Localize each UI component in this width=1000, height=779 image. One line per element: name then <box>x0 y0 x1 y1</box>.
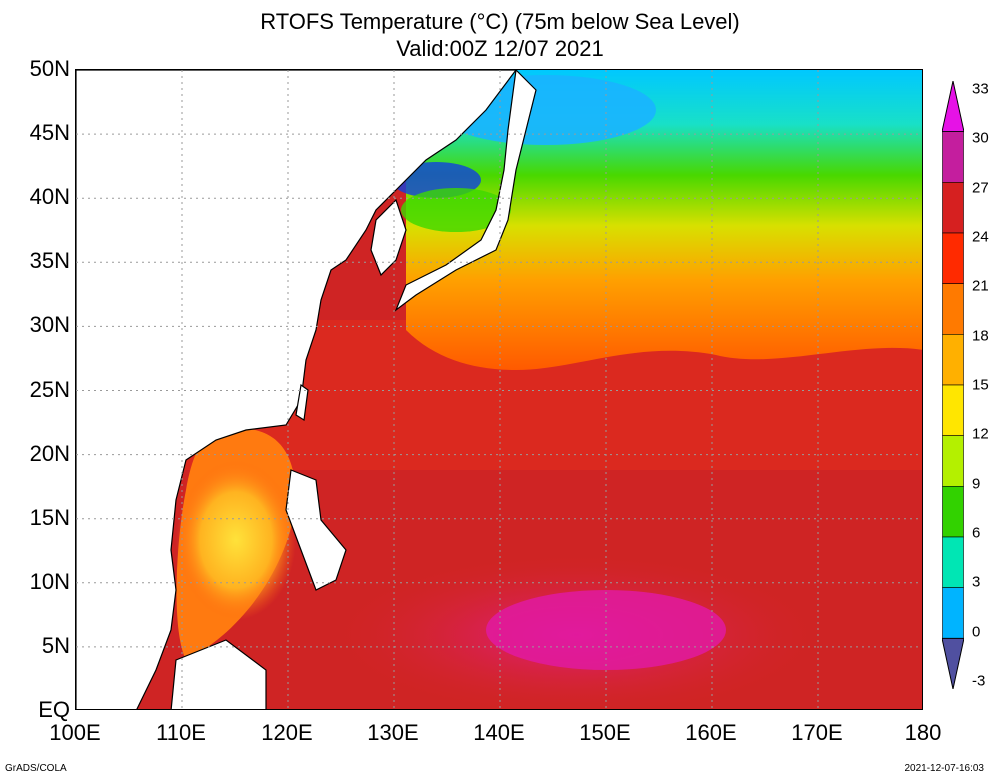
map-panel <box>75 69 923 710</box>
land-philippines <box>285 469 347 591</box>
colorbar-swatch <box>942 384 964 436</box>
colorbar-swatch <box>942 131 964 183</box>
colorbar-swatch <box>942 435 964 487</box>
land-taiwan <box>295 383 309 422</box>
lat-tick-label: 30N <box>29 312 70 338</box>
chart-subtitle: Valid:00Z 12/07 2021 <box>396 36 604 61</box>
footer-credit: GrADS/COLA <box>5 763 67 774</box>
lat-tick-label: 25N <box>29 376 70 402</box>
south-china-sea-core <box>176 460 296 620</box>
lat-tick-label: EQ <box>38 697 70 722</box>
grid-lines <box>76 70 922 709</box>
lon-tick-label: 180 <box>904 720 942 745</box>
colorbar-tick-label: 6 <box>972 524 981 542</box>
colorbar-tick-label: 27 <box>972 179 989 197</box>
lon-tick-label: 110E <box>156 720 206 745</box>
colorbar-top-arrow <box>942 81 964 133</box>
land-asia <box>76 70 517 709</box>
lat-tick-label: 35N <box>29 248 70 274</box>
colorbar-swatch <box>942 587 964 639</box>
colorbar-tick-label: 21 <box>972 277 989 295</box>
colorbar-tick-label: 15 <box>972 376 989 394</box>
colorbar-tick-label: 12 <box>972 425 989 443</box>
lat-tick-label: 10N <box>29 568 70 594</box>
colorbar-tick-label: 18 <box>972 327 989 345</box>
colorbar <box>942 81 964 689</box>
colorbar-tick-label: 0 <box>972 623 981 641</box>
ocean-northern-gradient <box>406 70 922 370</box>
lat-tick-label: 45N <box>29 120 70 146</box>
chart-title: RTOFS Temperature (°C) (75m below Sea Le… <box>260 9 740 34</box>
lon-tick-label: 120E <box>261 720 313 745</box>
colorbar-swatch <box>942 486 964 538</box>
land-borneo <box>170 639 267 709</box>
colorbar-tick-label: 30 <box>972 129 989 147</box>
lon-tick-label: 160E <box>685 720 737 745</box>
green-patch-sea-of-japan <box>401 188 511 232</box>
land-korea <box>370 198 407 277</box>
lat-tick-label: 15N <box>29 504 70 530</box>
lat-tick-label: 50N <box>29 56 70 81</box>
lat-tick-label: 20N <box>29 440 70 466</box>
colorbar-tick-label: 24 <box>972 228 989 246</box>
lon-tick-label: 130E <box>367 720 419 745</box>
colorbar-swatch <box>942 283 964 335</box>
colorbar-tick-label: 33 <box>972 80 989 98</box>
colorbar-bottom-arrow <box>942 637 964 689</box>
lat-tick-label: 40N <box>29 184 70 210</box>
lon-tick-label: 170E <box>791 720 843 745</box>
temperature-map <box>76 70 922 709</box>
lon-tick-label: 150E <box>579 720 631 745</box>
colorbar-tick-label: -3 <box>972 672 986 690</box>
colorbar-swatch <box>942 182 964 234</box>
lon-tick-label: 100E <box>49 720 101 745</box>
colorbar-swatch <box>942 232 964 284</box>
footer-timestamp: 2021-12-07-16:03 <box>904 763 984 774</box>
colorbar-tick-label: 3 <box>972 573 981 591</box>
lat-tick-label: 5N <box>41 632 70 658</box>
lon-tick-label: 140E <box>473 720 525 745</box>
colorbar-tick-label: 9 <box>972 475 981 493</box>
colorbar-swatch <box>942 536 964 588</box>
colorbar-swatch <box>942 334 964 386</box>
